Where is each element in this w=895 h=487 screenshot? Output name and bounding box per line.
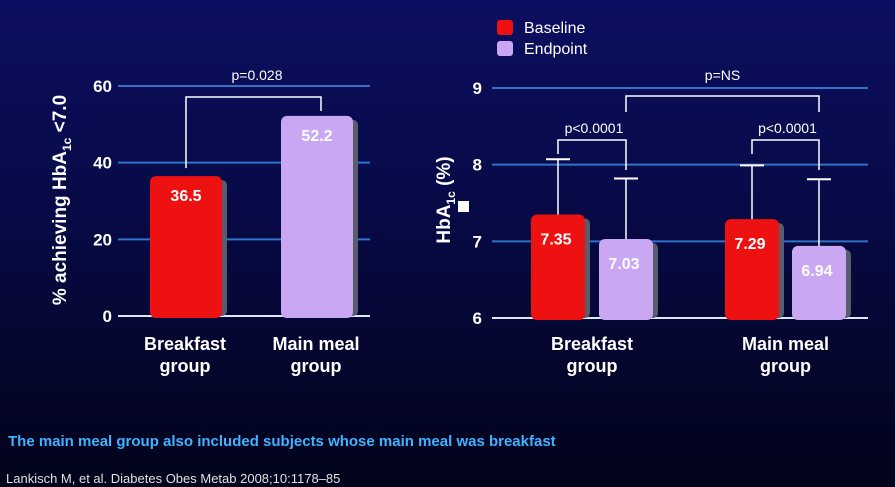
bar-baseline <box>531 214 585 320</box>
y-tick-label: 8 <box>473 156 482 175</box>
category-label: group <box>291 356 342 376</box>
category-label: Breakfast <box>144 334 226 354</box>
bar-endpoint <box>281 115 353 319</box>
footnote: The main meal group also included subjec… <box>8 433 556 450</box>
y-tick-label: 6 <box>473 309 482 328</box>
y-tick-label: 20 <box>93 230 112 249</box>
data-label: 7.03 <box>608 256 639 273</box>
y-tick-label: 40 <box>93 154 112 173</box>
p-value: p<0.0001 <box>565 120 624 136</box>
p-value: p=0.028 <box>232 67 283 83</box>
citation: Lankisch M, et al. Diabetes Obes Metab 2… <box>6 471 341 486</box>
y-tick-label: 0 <box>103 307 112 326</box>
bar-baseline <box>725 219 779 320</box>
significance-bracket <box>751 139 820 170</box>
legend-label: Endpoint <box>524 41 588 58</box>
legend-swatch-endpoint <box>497 41 513 56</box>
bar-baseline <box>150 176 222 318</box>
category-label: Main meal <box>742 334 829 354</box>
data-label: 7.35 <box>540 232 571 249</box>
p-value: p=NS <box>705 67 740 83</box>
p-value: p<0.0001 <box>758 120 817 136</box>
data-label: 52.2 <box>301 128 332 145</box>
category-label: Main meal <box>272 334 359 354</box>
bar-endpoint <box>792 245 846 320</box>
legend-label: Baseline <box>524 20 585 37</box>
y-axis-label: % achieving HbA1c <7.0 <box>50 95 74 305</box>
data-label: 36.5 <box>170 188 201 205</box>
significance-bracket <box>625 95 820 112</box>
y-tick-label: 9 <box>473 79 482 98</box>
legend-swatch-baseline <box>497 20 513 35</box>
category-label: group <box>567 356 618 376</box>
category-label: Breakfast <box>551 334 633 354</box>
category-label: group <box>160 356 211 376</box>
category-label: group <box>760 356 811 376</box>
significance-bracket <box>557 139 627 170</box>
bar-endpoint <box>599 239 653 320</box>
y-tick-label: 60 <box>93 77 112 96</box>
square-marker <box>458 201 469 212</box>
significance-bracket <box>185 96 322 169</box>
data-label: 7.29 <box>734 236 765 253</box>
y-axis-label: HbA1c (%) <box>434 156 458 243</box>
data-label: 6.94 <box>801 263 832 280</box>
y-tick-label: 7 <box>473 232 482 251</box>
